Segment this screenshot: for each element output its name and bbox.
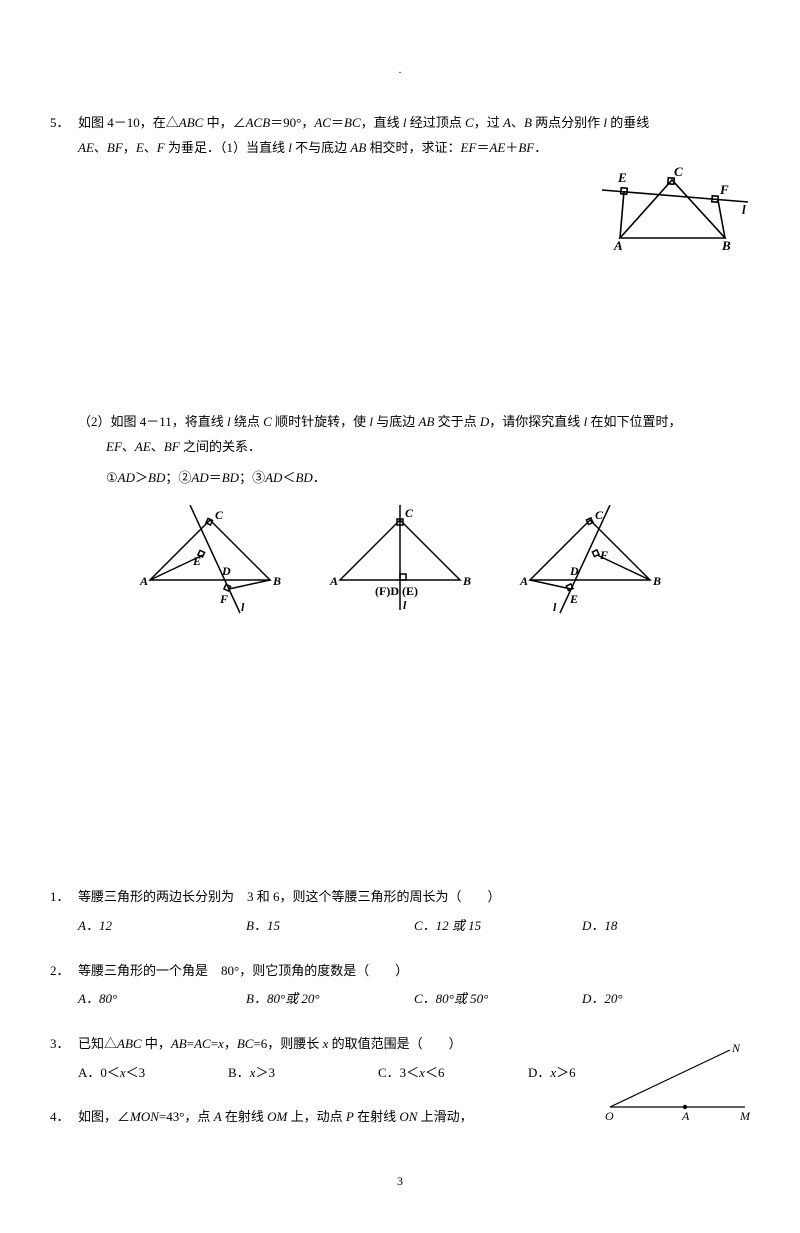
p5-part2-line3: ①AD＞BD；②AD＝BD；③AD＜BD． — [50, 466, 750, 491]
p5-num: 5． — [50, 111, 78, 136]
svg-text:D: D — [569, 564, 579, 578]
q3-opt-b: B．x＞3 — [228, 1061, 378, 1086]
q1-opt-c: C．12 或 15 — [414, 914, 582, 939]
q1-text: 等腰三角形的两边长分别为 3 和 6，则这个等腰三角形的周长为（ ） — [78, 885, 750, 910]
svg-text:A: A — [613, 238, 623, 250]
figure-4-11-row: C E D A B F l C A B (F)D (E) l — [50, 505, 750, 615]
page-number: 3 — [50, 1170, 750, 1193]
svg-text:E: E — [569, 592, 578, 606]
svg-text:F: F — [719, 182, 729, 197]
svg-text:C: C — [595, 508, 604, 522]
q2-text: 等腰三角形的一个角是 80°，则它顶角的度数是（ ） — [78, 959, 750, 984]
p5-line2: AE、BF，E、F 为垂足．（1）当直线 l 不与底边 AB 相交时，求证：EF… — [50, 136, 750, 161]
q2-opt-b: B．80°或 20° — [246, 987, 414, 1012]
q2-opt-d: D．20° — [582, 987, 750, 1012]
svg-text:E: E — [617, 170, 627, 185]
svg-text:E: E — [192, 554, 201, 568]
q3-opt-c: C．3＜x＜6 — [378, 1061, 528, 1086]
figure-4-11c: C F D A B E l — [515, 505, 665, 615]
svg-text:C: C — [674, 164, 683, 179]
svg-text:N: N — [731, 1042, 741, 1055]
q4-text: 如图，∠MON=43°，点 A 在射线 OM 上，动点 P 在射线 ON 上滑动… — [78, 1105, 590, 1130]
svg-text:B: B — [462, 574, 471, 588]
q2-num: 2． — [50, 959, 78, 984]
q3-opt-a: A．0＜x＜3 — [78, 1061, 228, 1086]
q3-text: 已知△ABC 中，AB=AC=x，BC=6，则腰长 x 的取值范围是（ ） — [78, 1032, 590, 1057]
q2-opt-a: A．80° — [78, 987, 246, 1012]
svg-text:C: C — [405, 506, 414, 520]
header-dot: . — [50, 60, 750, 81]
svg-text:(F)D (E): (F)D (E) — [375, 584, 418, 598]
p5-part2-line2: EF、AE、BF 之间的关系． — [50, 435, 750, 460]
svg-text:M: M — [739, 1109, 750, 1122]
svg-text:l: l — [742, 202, 746, 217]
svg-text:O: O — [605, 1109, 614, 1122]
svg-text:l: l — [403, 598, 407, 612]
svg-text:l: l — [241, 600, 245, 614]
question-1: 1． 等腰三角形的两边长分别为 3 和 6，则这个等腰三角形的周长为（ ） A．… — [50, 885, 750, 938]
figure-4-11a: C E D A B F l — [135, 505, 285, 615]
problem-5: 5． 如图 4－10，在△ABC 中，∠ACB＝90°，AC＝BC，直线 l 经… — [50, 111, 750, 250]
svg-text:D: D — [221, 564, 231, 578]
q3-opt-d: D．x＞6 — [528, 1061, 678, 1086]
p5-line1: 如图 4－10，在△ABC 中，∠ACB＝90°，AC＝BC，直线 l 经过顶点… — [78, 111, 750, 136]
svg-text:F: F — [599, 548, 608, 562]
figure-4-10: E C F l A B — [600, 160, 750, 250]
p5-part2-line1: （2）如图 4－11，将直线 l 绕点 C 顺时针旋转，使 l 与底边 AB 交… — [50, 410, 750, 435]
svg-text:F: F — [219, 592, 228, 606]
q3-num: 3． — [50, 1032, 78, 1057]
q1-opt-a: A．12 — [78, 914, 246, 939]
svg-text:C: C — [215, 508, 224, 522]
svg-text:B: B — [652, 574, 661, 588]
question-2: 2． 等腰三角形的一个角是 80°，则它顶角的度数是（ ） A．80° B．80… — [50, 959, 750, 1012]
q2-opt-c: C．80°或 50° — [414, 987, 582, 1012]
svg-text:A: A — [519, 574, 528, 588]
svg-text:B: B — [272, 574, 281, 588]
svg-text:l: l — [553, 600, 557, 614]
figure-4-11b: C A B (F)D (E) l — [325, 505, 475, 615]
svg-text:A: A — [329, 574, 338, 588]
svg-text:B: B — [721, 238, 731, 250]
q1-opt-d: D．18 — [582, 914, 750, 939]
svg-text:A: A — [681, 1109, 690, 1122]
svg-text:A: A — [139, 574, 148, 588]
q1-num: 1． — [50, 885, 78, 910]
q4-num: 4． — [50, 1105, 78, 1130]
q1-opt-b: B．15 — [246, 914, 414, 939]
